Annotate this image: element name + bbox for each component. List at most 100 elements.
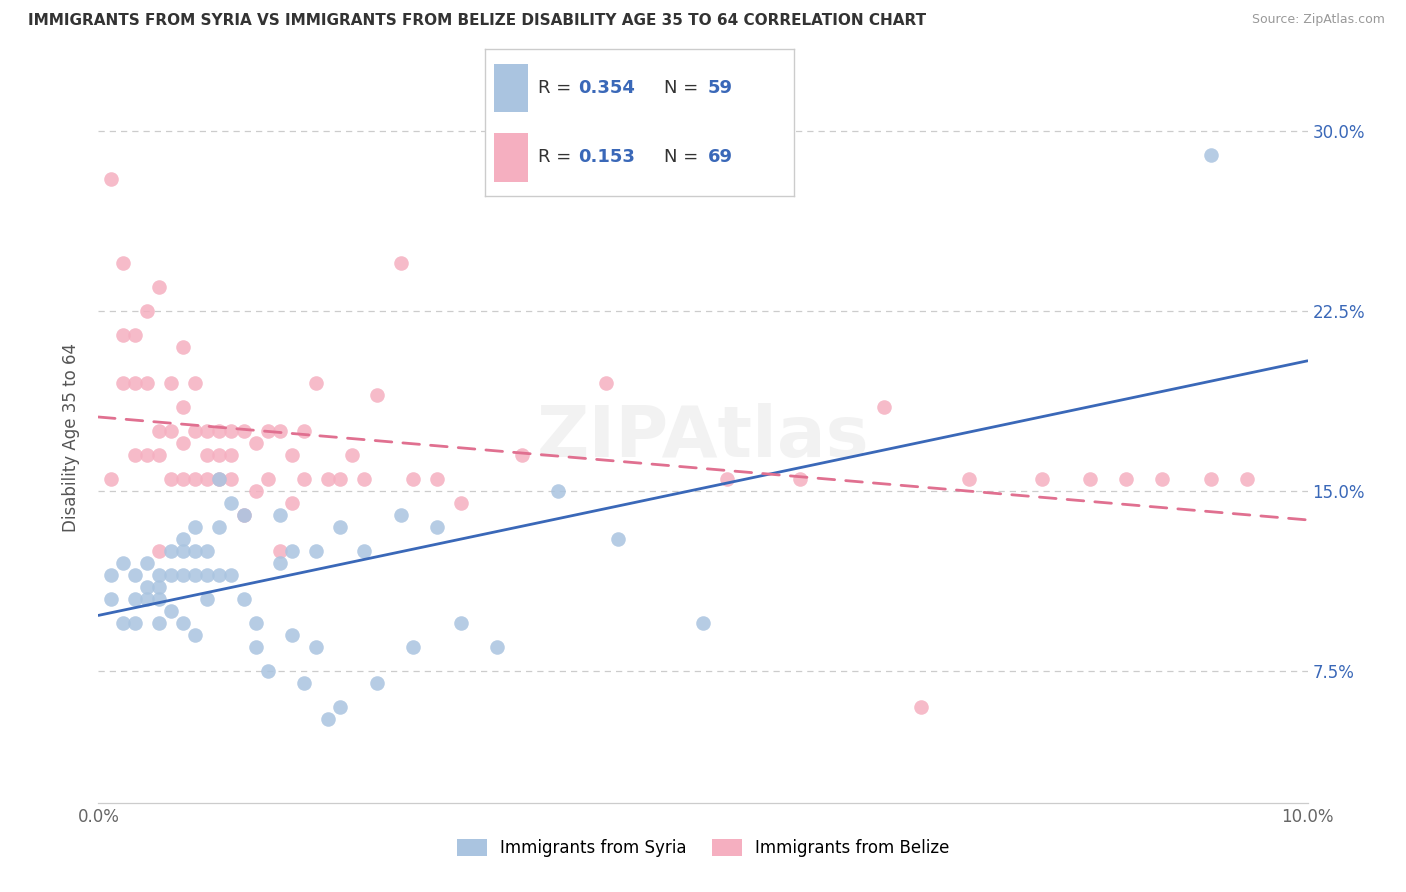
Point xyxy=(111,615,134,630)
Point xyxy=(208,568,231,582)
Point xyxy=(195,568,218,582)
Point xyxy=(148,280,170,294)
Point xyxy=(245,640,267,654)
Point xyxy=(269,508,291,522)
Point xyxy=(172,436,194,450)
Point xyxy=(281,496,304,510)
Point xyxy=(329,699,352,714)
Point xyxy=(208,472,231,486)
Point xyxy=(1115,472,1137,486)
Point xyxy=(692,615,714,630)
Point xyxy=(160,472,183,486)
Point xyxy=(281,628,304,642)
Point xyxy=(148,448,170,462)
Point xyxy=(329,520,352,534)
Point xyxy=(426,520,449,534)
Point xyxy=(292,676,315,690)
Point xyxy=(256,424,278,438)
Point xyxy=(135,304,157,318)
Point xyxy=(316,472,339,486)
Point xyxy=(245,483,267,498)
Point xyxy=(221,496,243,510)
Point xyxy=(195,591,218,606)
Point xyxy=(221,568,243,582)
Point xyxy=(184,472,207,486)
Point xyxy=(353,472,375,486)
Point xyxy=(172,568,194,582)
Point xyxy=(172,340,194,354)
Point xyxy=(172,472,194,486)
Point xyxy=(124,568,146,582)
Point xyxy=(232,508,254,522)
Point xyxy=(353,544,375,558)
Point xyxy=(329,472,352,486)
Point xyxy=(269,424,291,438)
Point xyxy=(148,568,170,582)
Point xyxy=(245,615,267,630)
Point xyxy=(510,448,533,462)
Point xyxy=(124,448,146,462)
Point xyxy=(232,508,254,522)
Point xyxy=(184,376,207,391)
Point xyxy=(1236,472,1258,486)
Text: Source: ZipAtlas.com: Source: ZipAtlas.com xyxy=(1251,13,1385,27)
Point xyxy=(172,532,194,546)
Point xyxy=(208,448,231,462)
Point xyxy=(402,640,425,654)
Point xyxy=(111,328,134,343)
Point xyxy=(184,544,207,558)
Point xyxy=(100,568,122,582)
Text: 69: 69 xyxy=(707,148,733,166)
Point xyxy=(195,424,218,438)
Point xyxy=(595,376,617,391)
Point xyxy=(607,532,630,546)
Point xyxy=(1152,472,1174,486)
Point xyxy=(789,472,811,486)
Text: R =: R = xyxy=(537,79,576,97)
Point xyxy=(135,556,157,570)
Text: 0.153: 0.153 xyxy=(578,148,634,166)
Text: N =: N = xyxy=(665,79,704,97)
Point xyxy=(184,628,207,642)
Point xyxy=(135,580,157,594)
Point xyxy=(172,400,194,414)
Point xyxy=(269,544,291,558)
Point xyxy=(111,376,134,391)
Point xyxy=(124,376,146,391)
Point xyxy=(450,496,472,510)
Point xyxy=(342,448,364,462)
Point xyxy=(124,591,146,606)
Text: IMMIGRANTS FROM SYRIA VS IMMIGRANTS FROM BELIZE DISABILITY AGE 35 TO 64 CORRELAT: IMMIGRANTS FROM SYRIA VS IMMIGRANTS FROM… xyxy=(28,13,927,29)
Point xyxy=(148,580,170,594)
Point xyxy=(148,424,170,438)
Point xyxy=(957,472,980,486)
Point xyxy=(208,424,231,438)
Point xyxy=(245,436,267,450)
Point xyxy=(208,520,231,534)
Point xyxy=(195,544,218,558)
Point xyxy=(281,448,304,462)
Point xyxy=(221,472,243,486)
Point xyxy=(316,712,339,726)
Text: ZIPAtlas: ZIPAtlas xyxy=(537,402,869,472)
Point xyxy=(160,568,183,582)
Point xyxy=(100,591,122,606)
Point xyxy=(172,544,194,558)
Point xyxy=(305,544,328,558)
Point xyxy=(195,472,218,486)
Point xyxy=(221,448,243,462)
Point xyxy=(426,472,449,486)
Point xyxy=(910,699,932,714)
Point xyxy=(160,604,183,618)
Point xyxy=(195,448,218,462)
Point xyxy=(256,472,278,486)
Point xyxy=(450,615,472,630)
Point xyxy=(716,472,738,486)
Point xyxy=(148,615,170,630)
Point xyxy=(160,424,183,438)
Point xyxy=(232,424,254,438)
Text: 59: 59 xyxy=(707,79,733,97)
Point xyxy=(402,472,425,486)
Point xyxy=(135,591,157,606)
Point xyxy=(547,483,569,498)
